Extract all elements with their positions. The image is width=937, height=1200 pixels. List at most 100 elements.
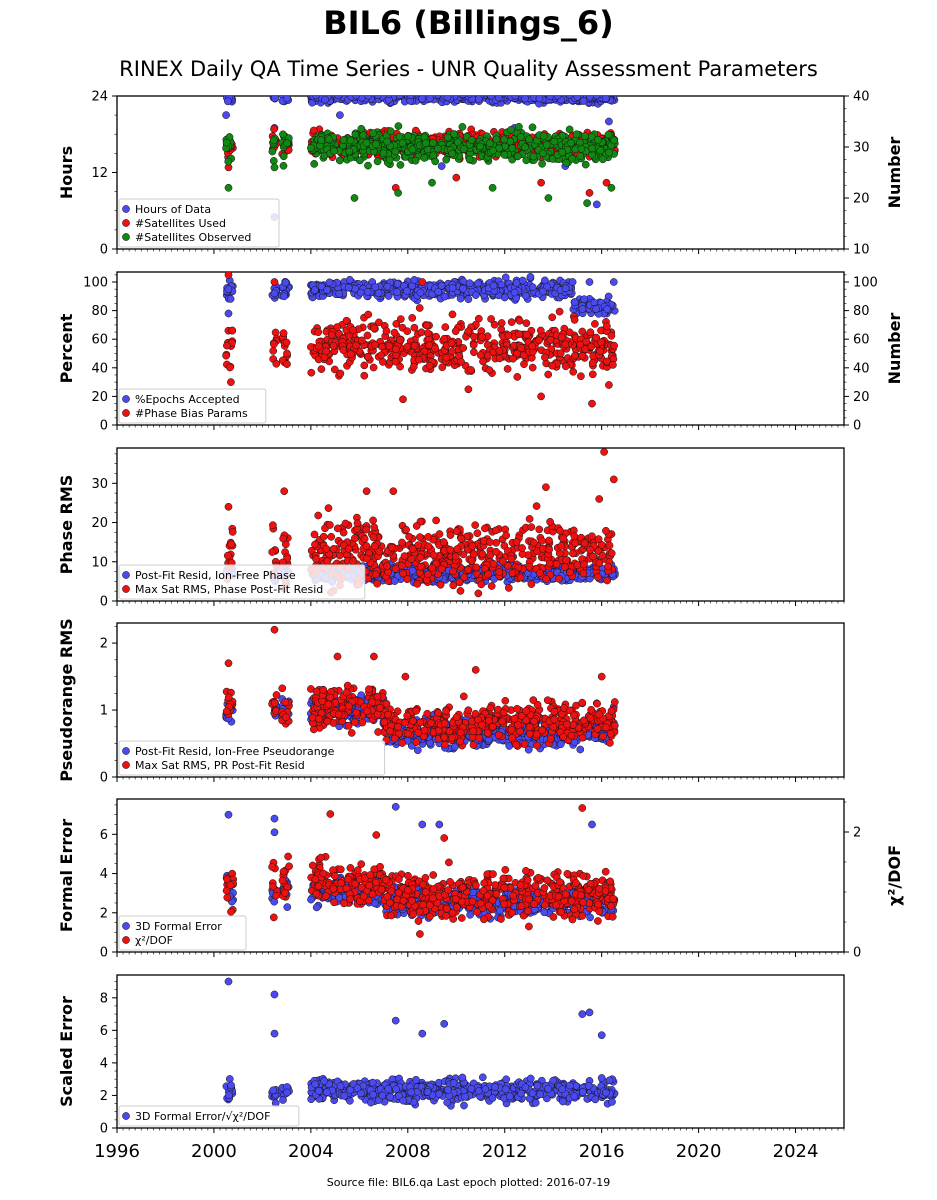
data-point bbox=[351, 534, 359, 543]
data-point bbox=[470, 332, 478, 341]
data-point bbox=[492, 135, 501, 144]
data-point bbox=[383, 282, 392, 291]
y-right-tick-label: 30 bbox=[853, 141, 870, 156]
data-point bbox=[269, 521, 277, 530]
data-point bbox=[546, 96, 550, 97]
data-point bbox=[416, 562, 425, 571]
data-point bbox=[325, 278, 334, 287]
marker-layer bbox=[222, 448, 619, 598]
data-point bbox=[392, 320, 401, 328]
data-point bbox=[443, 133, 452, 142]
data-point bbox=[536, 569, 544, 577]
data-point bbox=[224, 502, 233, 511]
data-point bbox=[553, 96, 562, 100]
data-point bbox=[351, 341, 360, 350]
figure-subtitle: RINEX Daily QA Time Series - UNR Quality… bbox=[119, 57, 818, 81]
data-point bbox=[515, 122, 523, 131]
data-point bbox=[567, 139, 575, 147]
data-point bbox=[476, 142, 485, 151]
data-point bbox=[341, 519, 350, 528]
data-point bbox=[414, 87, 421, 94]
data-point bbox=[525, 562, 534, 571]
legend-entry: #Phase Bias Params bbox=[135, 407, 248, 420]
data-point bbox=[425, 341, 434, 350]
data-point bbox=[353, 519, 362, 528]
data-point bbox=[375, 318, 383, 327]
data-point bbox=[450, 130, 458, 138]
data-point bbox=[310, 286, 319, 294]
data-point bbox=[591, 320, 599, 328]
data-point bbox=[416, 288, 425, 297]
data-point bbox=[396, 315, 405, 323]
data-point bbox=[307, 546, 316, 555]
data-point bbox=[378, 87, 385, 94]
data-point bbox=[363, 287, 372, 296]
data-point bbox=[468, 542, 477, 550]
data-point bbox=[557, 542, 566, 550]
data-point bbox=[576, 152, 585, 161]
data-point bbox=[224, 97, 232, 106]
data-point bbox=[360, 371, 369, 380]
data-point bbox=[393, 280, 402, 288]
data-point bbox=[448, 310, 457, 319]
data-point bbox=[428, 563, 436, 572]
data-point bbox=[474, 589, 483, 598]
data-point bbox=[516, 133, 525, 141]
data-point bbox=[527, 523, 536, 531]
data-point bbox=[579, 97, 588, 105]
data-point bbox=[383, 137, 391, 146]
data-point bbox=[222, 351, 230, 360]
data-point bbox=[598, 551, 607, 560]
data-point bbox=[271, 96, 279, 103]
data-point bbox=[452, 173, 461, 182]
data-point bbox=[502, 531, 511, 540]
data-point bbox=[472, 563, 481, 572]
data-point bbox=[329, 341, 338, 350]
data-point bbox=[227, 378, 235, 386]
data-point bbox=[558, 148, 567, 157]
data-point bbox=[541, 276, 549, 285]
data-point bbox=[279, 161, 288, 170]
legend-marker bbox=[122, 585, 130, 593]
data-point bbox=[393, 288, 401, 296]
data-point bbox=[280, 292, 289, 301]
data-point bbox=[368, 88, 375, 95]
data-point bbox=[382, 327, 391, 335]
data-point bbox=[449, 88, 456, 95]
data-point bbox=[322, 544, 331, 553]
data-point bbox=[330, 365, 339, 374]
y-right-tick-label: 0 bbox=[853, 419, 861, 434]
y-tick-label: 60 bbox=[91, 333, 108, 348]
data-point bbox=[408, 145, 417, 154]
data-point bbox=[403, 575, 412, 584]
data-point bbox=[588, 532, 596, 541]
data-point bbox=[517, 344, 526, 352]
data-point bbox=[408, 314, 417, 322]
data-point bbox=[372, 140, 380, 148]
data-point bbox=[528, 342, 537, 351]
data-point bbox=[596, 338, 605, 347]
data-point bbox=[432, 332, 440, 341]
data-point bbox=[429, 551, 438, 560]
data-point bbox=[528, 283, 537, 292]
marker-layer bbox=[222, 625, 619, 755]
data-point bbox=[226, 363, 234, 372]
data-point bbox=[388, 543, 396, 552]
data-point bbox=[583, 199, 591, 207]
data-point bbox=[466, 96, 473, 98]
data-point bbox=[270, 340, 278, 349]
data-point bbox=[497, 319, 506, 327]
data-point bbox=[415, 355, 423, 364]
data-point bbox=[535, 525, 544, 534]
data-point bbox=[474, 279, 482, 288]
data-point bbox=[525, 515, 534, 523]
data-point bbox=[224, 157, 233, 166]
data-point bbox=[546, 517, 554, 526]
data-point bbox=[603, 88, 610, 95]
data-point bbox=[577, 145, 586, 153]
data-point bbox=[283, 349, 291, 358]
data-point bbox=[312, 555, 320, 563]
data-point bbox=[499, 557, 507, 566]
data-point bbox=[602, 178, 611, 187]
